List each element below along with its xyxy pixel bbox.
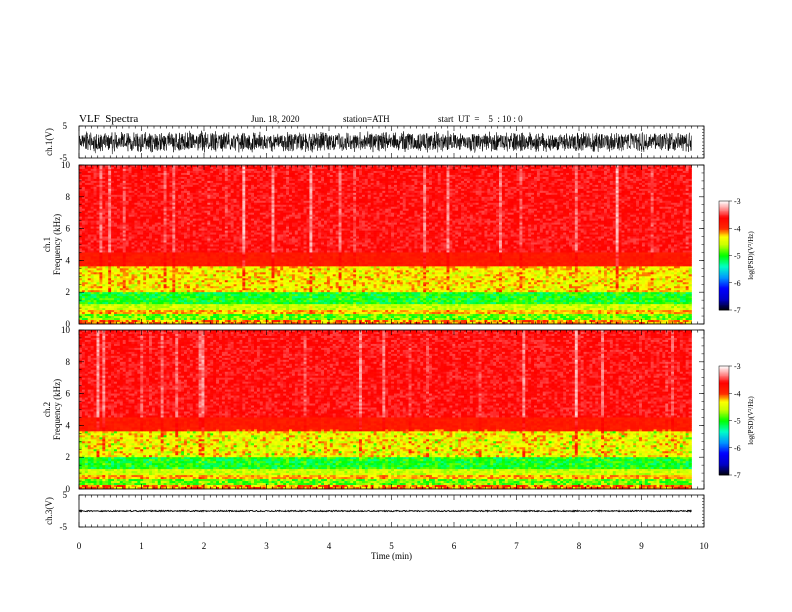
ch2-spectrogram-ytick-label: 10 — [61, 325, 71, 335]
ch1-waveform-ylabel: ch.1(V) — [44, 128, 54, 156]
x-tick-label: 0 — [77, 541, 82, 551]
x-axis-label: Time (min) — [371, 551, 412, 561]
ch1-spectrogram-ytick-label: 6 — [66, 224, 71, 234]
x-tick-label: 10 — [700, 541, 710, 551]
ch1-spectrogram-colorbar — [719, 201, 729, 311]
ch1-spectrogram-channel-label: ch.1 — [42, 237, 52, 252]
x-tick-label: 2 — [202, 541, 207, 551]
station-label: station=ATH — [343, 114, 390, 124]
ch1-waveform-ytick-label: -5 — [60, 153, 68, 163]
x-tick-label: 3 — [264, 541, 269, 551]
ch1-waveform-ytick-label: 5 — [63, 121, 68, 131]
ch2-spectrogram-colorbar — [719, 366, 729, 476]
ch3-waveform-ytick-label: 5 — [63, 490, 68, 500]
x-tick-label: 9 — [639, 541, 644, 551]
ch1-spectrogram-ytick-label: 2 — [66, 287, 71, 297]
ch2-spectrogram-colorbar-tick-label: -3 — [734, 362, 741, 371]
x-tick-label: 4 — [327, 541, 332, 551]
ch1-spectrogram-colorbar-label: log(PSD)(V²/Hz) — [747, 231, 755, 280]
ch3-waveform-ytick-label: -5 — [60, 522, 68, 532]
ch2-spectrogram-colorbar-label: log(PSD)(V²/Hz) — [747, 396, 755, 445]
ch1-spectrogram-colorbar-tick-label: -4 — [734, 224, 741, 233]
ch2-spectrogram-colorbar-tick-label: -7 — [734, 471, 741, 480]
ch1-spectrogram-colorbar-tick-label: -6 — [734, 279, 741, 288]
ch1-spectrogram-colorbar-tick-label: -3 — [734, 197, 741, 206]
ch1-spectrogram-ytick-label: 8 — [66, 192, 71, 202]
ch1-spectrogram-colorbar-tick-label: -5 — [734, 252, 741, 261]
ch1-spectrogram-colorbar-tick-label: -7 — [734, 306, 741, 315]
x-tick-label: 1 — [139, 541, 144, 551]
x-tick-label: 6 — [452, 541, 457, 551]
ch2-spectrogram-channel-label: ch.2 — [42, 402, 52, 417]
start-time-label: start UT = 5 : 10 : 0 — [438, 114, 523, 124]
ch2-spectrogram-ytick-label: 0 — [66, 484, 71, 494]
ch2-spectrogram-ytick-label: 2 — [66, 452, 71, 462]
ch2-spectrogram-colorbar-tick-label: -5 — [734, 417, 741, 426]
figure-title: VLF Spectra — [79, 113, 138, 125]
x-tick-label: 5 — [389, 541, 394, 551]
ch1-spectrogram-ylabel: Frequency (kHz) — [52, 214, 62, 275]
ch2-spectrogram-colorbar-tick-label: -4 — [734, 389, 741, 398]
ch2-spectrogram-ytick-label: 8 — [66, 357, 71, 367]
ch1-spectrogram-ytick-label: 0 — [66, 319, 71, 329]
ch2-spectrogram-image — [79, 330, 692, 490]
ch1-spectrogram-ytick-label: 10 — [61, 160, 71, 170]
x-tick-label: 7 — [514, 541, 519, 551]
ch1-waveform-trace — [78, 130, 692, 155]
ch3-waveform-trace — [78, 509, 692, 513]
ch2-spectrogram-colorbar-tick-label: -6 — [734, 444, 741, 453]
x-tick-label: 8 — [577, 541, 582, 551]
ch1-spectrogram-ytick-label: 4 — [66, 255, 71, 265]
date-label: Jun. 18, 2020 — [251, 114, 300, 124]
ch2-spectrogram-ytick-label: 6 — [66, 389, 71, 399]
ch2-spectrogram-ytick-label: 4 — [66, 420, 71, 430]
ch3-waveform-ylabel: ch.3(V) — [44, 497, 54, 525]
ch1-spectrogram-image — [79, 165, 692, 325]
ch2-spectrogram-ylabel: Frequency (kHz) — [52, 379, 62, 440]
